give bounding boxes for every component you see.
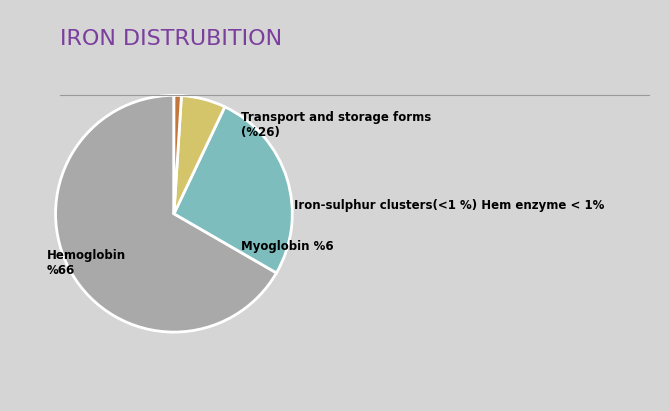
Text: Hemoglobin
%66: Hemoglobin %66 (47, 249, 126, 277)
Wedge shape (174, 95, 181, 214)
Text: Iron-sulphur clusters(<1 %) Hem enzyme < 1%: Iron-sulphur clusters(<1 %) Hem enzyme <… (294, 199, 605, 212)
Text: Transport and storage forms
(%26): Transport and storage forms (%26) (241, 111, 431, 139)
Text: IRON DISTRUBITION: IRON DISTRUBITION (60, 29, 282, 49)
Wedge shape (56, 95, 276, 332)
Wedge shape (174, 96, 225, 214)
Text: Myoglobin %6: Myoglobin %6 (241, 240, 333, 253)
Wedge shape (174, 107, 292, 273)
